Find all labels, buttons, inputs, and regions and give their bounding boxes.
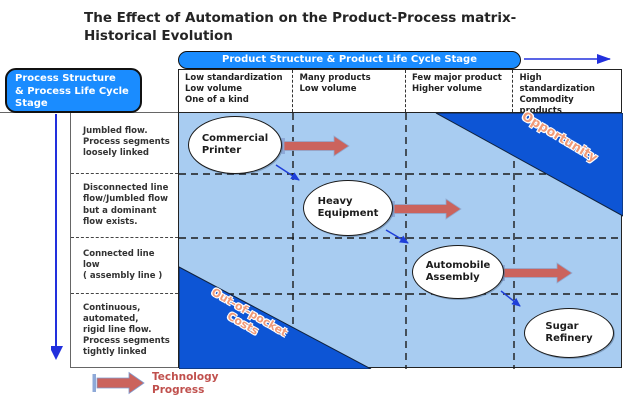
matrix-graphics — [179, 113, 623, 369]
evolution-arrow-1 — [275, 164, 300, 181]
row-label-2: Disconnected line flow/Jumbled flow but … — [71, 173, 178, 237]
evolution-arrow-2 — [385, 229, 409, 244]
row-label-1: Jumbled flow. Process segments loosely l… — [83, 125, 170, 159]
opportunity-triangle — [435, 113, 623, 217]
bubble-automobile-assembly: Automobile Assembly — [412, 245, 504, 299]
bubble-label: Automobile Assembly — [425, 259, 491, 284]
red-arrow-2 — [393, 198, 462, 220]
column-headers: Low standardization Low volume One of a … — [178, 69, 622, 127]
bubble-label: Heavy Equipment — [317, 195, 379, 220]
column-header-3: Few major product Higher volume — [404, 70, 513, 112]
diagram-title: The Effect of Automation on the Product-… — [84, 10, 517, 44]
top-axis-label: Product Structure & Product Life Cycle S… — [178, 51, 521, 69]
matrix-body: Opportunity Out-of-pocket Costs Commerci… — [178, 108, 623, 369]
evolution-arrow-3 — [500, 290, 521, 307]
bubble-label: Sugar Refinery — [545, 320, 593, 345]
bubble-commercial-printer: Commercial Printer — [188, 116, 282, 174]
technology-progress-label: Technology Progress — [152, 371, 219, 397]
bubble-sugar-refinery: Sugar Refinery — [524, 308, 614, 358]
arrow-tail-tick — [281, 138, 285, 154]
out-of-pocket-triangle — [179, 266, 372, 369]
arrow-tail-tick — [391, 201, 395, 217]
technology-progress-arrow — [92, 371, 145, 395]
row-labels: Jumbled flow. Process segments loosely l… — [70, 112, 178, 368]
red-arrow-1 — [283, 135, 350, 157]
blue-evolution-arrows — [275, 164, 521, 307]
red-arrow-3 — [503, 262, 573, 284]
row-label-4: Continuous, automated, rigid line flow. … — [71, 293, 178, 367]
column-header-2: Many products Low volume — [292, 70, 404, 112]
bubble-heavy-equipment: Heavy Equipment — [303, 180, 393, 236]
row-label-3: Connected line low ( assembly line ) — [71, 237, 178, 293]
column-header-4: High standardization Commodity products … — [512, 70, 621, 127]
left-axis-label: Process Structure & Process Life Cycle S… — [5, 68, 142, 113]
bubble-label: Commercial Printer — [201, 132, 269, 157]
column-header-1: Low standardization Low volume One of a … — [185, 73, 283, 106]
